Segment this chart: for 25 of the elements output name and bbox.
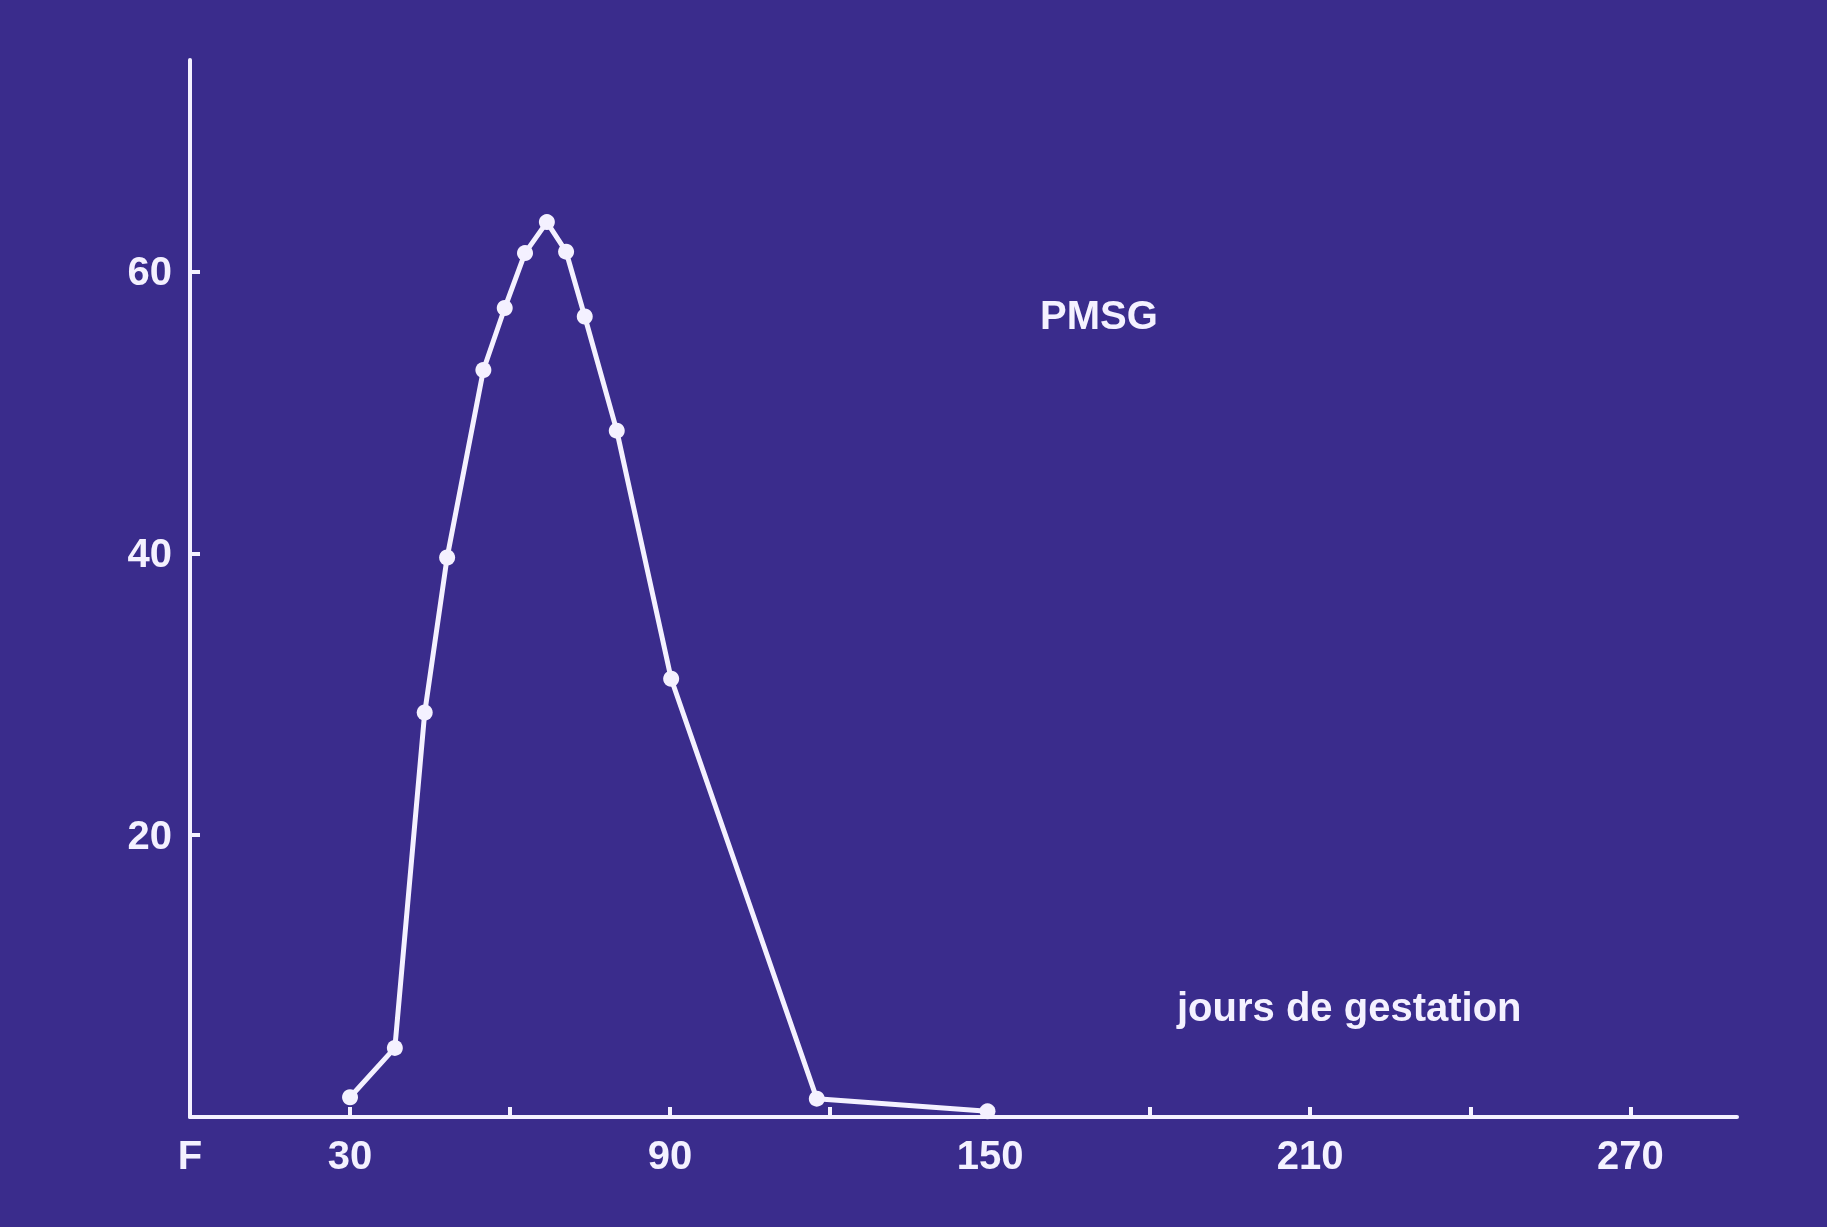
point [475, 362, 492, 379]
point [496, 300, 513, 317]
point [517, 245, 534, 262]
x-tick-label: 30 [327, 1133, 373, 1177]
point [386, 1039, 403, 1056]
x-axis-title: jours de gestation [1176, 985, 1522, 1029]
point [608, 422, 625, 439]
y-tick-label: 20 [127, 813, 172, 858]
point [808, 1090, 825, 1107]
point [538, 214, 555, 231]
x-tick-label: F [177, 1133, 203, 1177]
annotation: PMSG [1040, 293, 1158, 337]
point [558, 243, 575, 260]
x-tick-label: 150 [956, 1133, 1024, 1177]
point [576, 308, 593, 325]
x-tick-label: 270 [1596, 1133, 1664, 1177]
x-tick-label: 90 [647, 1133, 693, 1177]
y-tick-label: 60 [127, 249, 172, 294]
point [663, 670, 680, 687]
point [979, 1103, 996, 1120]
point [416, 704, 433, 721]
x-tick-label: 210 [1276, 1133, 1344, 1177]
point [342, 1089, 359, 1106]
point [439, 549, 456, 566]
y-tick-label: 40 [127, 531, 172, 576]
